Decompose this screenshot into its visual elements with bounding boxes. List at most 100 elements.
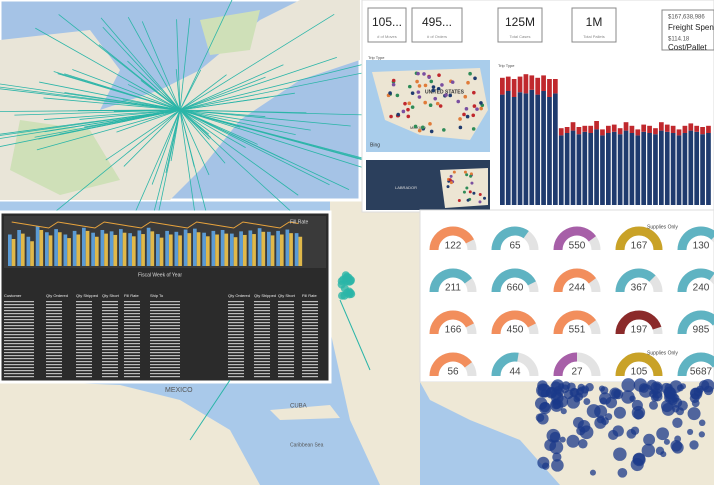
- table-cell: [228, 316, 244, 318]
- table-cell: [4, 316, 34, 318]
- bar-red: [535, 77, 541, 95]
- table-cell: [102, 346, 118, 348]
- table-cell: [228, 358, 244, 360]
- table-cell: [76, 346, 92, 348]
- flow-line: [153, 109, 181, 213]
- table-cell: [46, 310, 62, 312]
- table-cell: [150, 313, 180, 315]
- bar-navy: [594, 129, 599, 205]
- table-cell: [124, 343, 140, 345]
- table-cell: [46, 334, 62, 336]
- bar-navy: [659, 130, 664, 205]
- table-cell: [46, 304, 62, 306]
- mini-dot: [449, 181, 453, 185]
- table-cell: [302, 340, 318, 342]
- table-cell: [124, 352, 140, 354]
- table-cell: [228, 325, 244, 327]
- table-cell: [76, 301, 92, 303]
- table-cell: [124, 322, 140, 324]
- location-dot: [660, 400, 673, 413]
- table-cell: [124, 346, 140, 348]
- mini-dot: [475, 107, 479, 111]
- kpi-card: [571, 7, 617, 43]
- bar-a: [285, 229, 290, 266]
- location-dot: [698, 431, 705, 438]
- table-cell: [102, 316, 118, 318]
- flow-line: [105, 109, 181, 161]
- flow-line: [179, 109, 383, 164]
- table-cell: [254, 343, 270, 345]
- table-cell: [46, 370, 62, 372]
- bar-b: [141, 234, 145, 266]
- table-cell: [76, 355, 92, 357]
- location-dot: [551, 459, 564, 472]
- table-cell: [124, 367, 140, 369]
- table-cell: [302, 307, 318, 309]
- table-cell: [150, 352, 180, 354]
- location-dot: [643, 433, 656, 446]
- bar-red: [647, 125, 652, 133]
- bar-navy: [647, 133, 652, 205]
- bar-b: [205, 236, 210, 266]
- bar-navy: [635, 135, 641, 205]
- bar-navy: [517, 92, 523, 205]
- location-dot: [689, 440, 699, 450]
- mini-dot: [438, 104, 443, 108]
- table-cell: [124, 373, 140, 375]
- bar-navy: [688, 130, 694, 205]
- bar-red: [523, 74, 529, 94]
- bar-red: [505, 76, 511, 91]
- location-dot: [578, 439, 588, 449]
- table-cell: [46, 331, 62, 333]
- bar-a: [156, 234, 160, 266]
- table-cell: [228, 331, 244, 333]
- location-dot: [633, 409, 644, 420]
- mini-dot: [406, 107, 410, 112]
- location-dot: [577, 420, 591, 433]
- table-cell: [76, 313, 92, 315]
- gauge-value: 550: [569, 241, 586, 252]
- table-cell: [254, 358, 270, 360]
- mini-dot: [462, 190, 466, 194]
- bar-navy: [588, 133, 594, 205]
- mini-dot: [471, 127, 476, 131]
- table-cell: [228, 349, 244, 351]
- table-cell: [254, 367, 270, 369]
- table-cell: [302, 367, 318, 369]
- table-cell: [4, 349, 34, 351]
- mini-dot: [483, 196, 487, 200]
- mini-dot: [463, 94, 468, 99]
- mini-dot: [468, 190, 472, 194]
- freight-dashboard: 105... # of Moves 495... # of Orders 125M Tot…: [361, 0, 714, 213]
- table-cell: [4, 328, 34, 330]
- table-cell: [4, 370, 34, 372]
- flow-line: [116, 109, 181, 133]
- bar-red: [511, 79, 517, 97]
- bar-b: [57, 232, 62, 266]
- bar-navy: [553, 93, 558, 205]
- mini-dot: [431, 88, 436, 93]
- bar-b: [20, 233, 25, 266]
- table-cell: [102, 349, 118, 351]
- table-cell: [302, 334, 318, 336]
- flow-line: [39, 81, 181, 111]
- bar-red: [600, 129, 605, 136]
- location-dot: [691, 399, 700, 408]
- table-cell: [102, 328, 118, 330]
- table-cell: [46, 301, 62, 303]
- gauge-fill: [553, 310, 597, 335]
- mini-dot: [410, 105, 415, 109]
- bar-a: [230, 233, 234, 266]
- gauge-fill: [429, 352, 473, 377]
- table-cell: [302, 313, 318, 315]
- location-dot: [663, 438, 670, 445]
- location-dot: [576, 387, 584, 396]
- table-cell: [4, 301, 34, 303]
- flow-line: [72, 69, 181, 111]
- bar-a: [100, 230, 105, 266]
- bar-navy: [623, 130, 629, 205]
- table-cell: [254, 322, 270, 324]
- table-cell: [228, 361, 244, 363]
- mini-dot: [428, 103, 433, 108]
